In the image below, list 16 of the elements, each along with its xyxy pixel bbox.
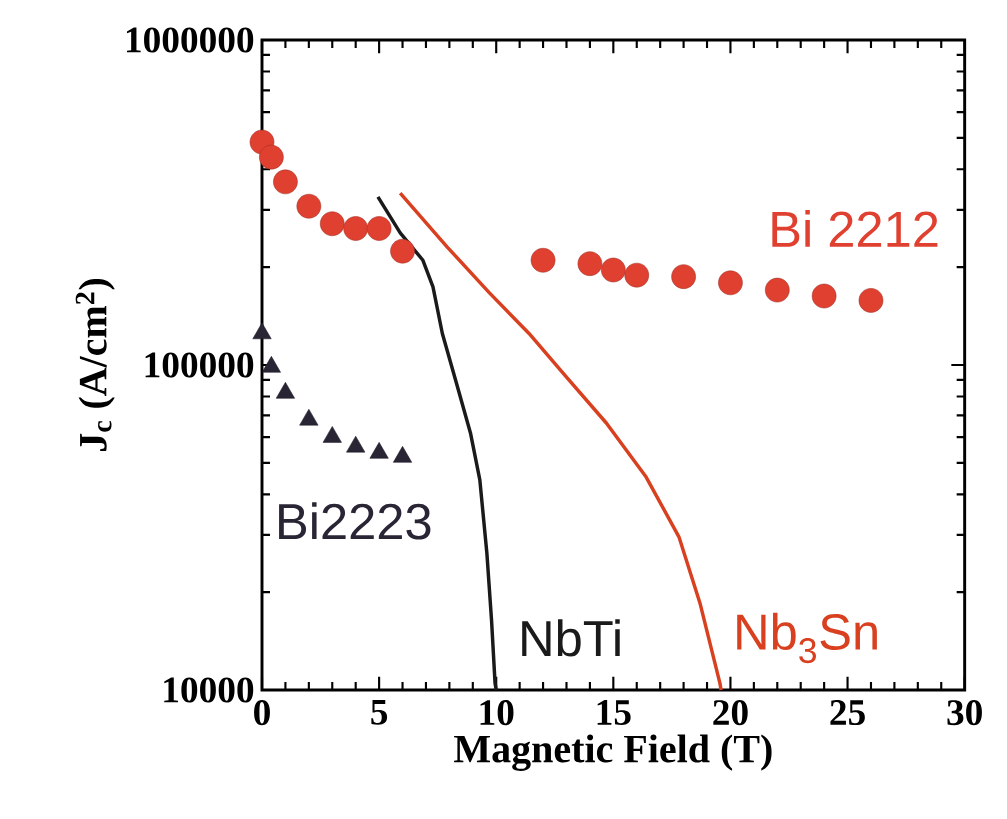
y-tick-label: 1000000 bbox=[126, 27, 254, 53]
y-tick-label: 100000 bbox=[145, 352, 254, 378]
y-axis-title: J$_{c}$ (A/cm$^{2}$) bbox=[75, 279, 115, 451]
x-tick-label: 25 bbox=[830, 700, 865, 726]
x-tick-label: 30 bbox=[947, 700, 982, 726]
series-label: Nb$_{3}$Sn bbox=[737, 612, 877, 664]
series-label: NbTi bbox=[522, 619, 620, 657]
series-label: Bi 2212 bbox=[772, 210, 938, 247]
x-axis-title: Magnetic Field (T) bbox=[454, 734, 772, 771]
series-label: Bi2223 bbox=[279, 502, 431, 540]
x-tick-label: 20 bbox=[713, 700, 748, 726]
x-tick-label: 0 bbox=[254, 700, 270, 726]
y-tick-label: 10000 bbox=[164, 677, 254, 703]
x-tick-label: 10 bbox=[480, 700, 514, 726]
x-tick-label: 5 bbox=[371, 700, 388, 725]
x-tick-label: 15 bbox=[597, 700, 631, 726]
